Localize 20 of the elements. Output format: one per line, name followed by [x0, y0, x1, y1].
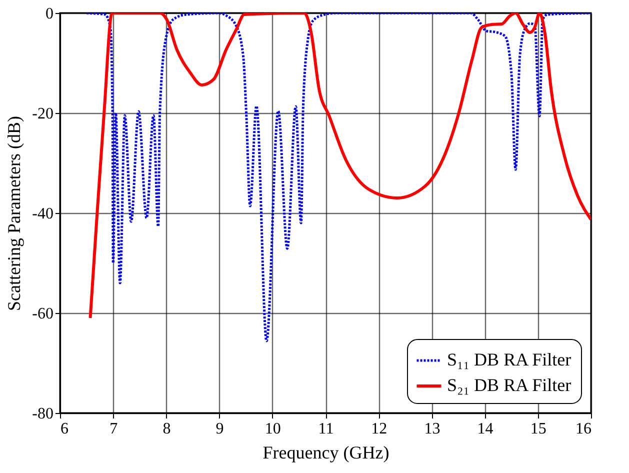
x-tick-label: 8 [162, 420, 171, 438]
x-tick-label: 13 [424, 420, 440, 438]
x-tick-label: 16 [576, 420, 592, 438]
x-tick-label: 15 [530, 420, 546, 438]
x-tick-label: 9 [216, 420, 224, 438]
legend-label: S₂₁ DB RA Filter [447, 375, 572, 395]
legend-label: S₁₁ DB RA Filter [447, 350, 572, 370]
y-axis-title: Scattering Parameters (dB) [4, 116, 24, 311]
x-tick-label: 14 [477, 420, 494, 438]
y-tick-label: -60 [32, 306, 54, 322]
x-axis-title: Frequency (GHz) [262, 442, 390, 462]
x-tick-label: 6 [60, 420, 68, 438]
y-tick-label: -80 [32, 406, 54, 422]
x-tick-label: 12 [371, 420, 388, 438]
x-tick-label: 10 [264, 420, 281, 438]
x-tick-label: 11 [318, 420, 334, 438]
y-tick-label: -40 [32, 206, 54, 222]
y-tick-label: 0 [46, 6, 54, 22]
y-tick-label: -20 [32, 106, 54, 122]
x-tick-label: 7 [110, 420, 118, 438]
